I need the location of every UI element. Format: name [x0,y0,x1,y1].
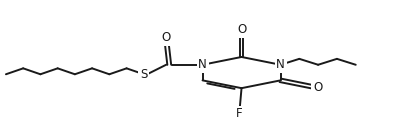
Text: N: N [276,58,285,71]
Text: O: O [162,31,171,44]
Text: O: O [237,23,246,36]
Text: O: O [313,81,322,94]
Text: F: F [236,107,243,120]
Text: N: N [198,58,207,71]
Text: S: S [140,68,147,81]
